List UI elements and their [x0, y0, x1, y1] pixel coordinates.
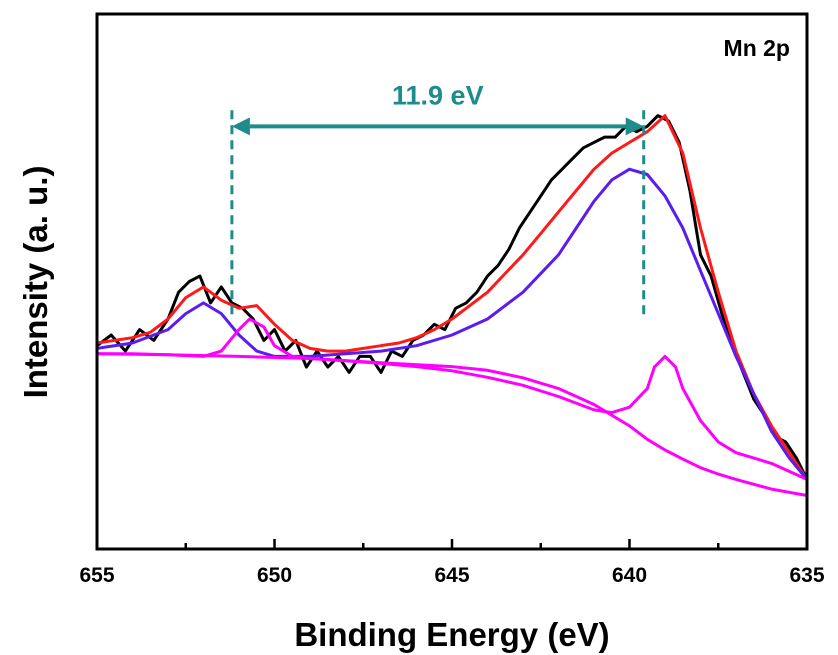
annotation-arrowhead-right — [625, 117, 644, 136]
corner-label: Mn 2p — [724, 35, 790, 61]
annotation-arrowhead-left — [231, 117, 250, 136]
x-tick-label: 655 — [79, 564, 114, 587]
annotation-layer: 11.9 eV — [230, 80, 646, 319]
x-tick-label: 640 — [612, 564, 647, 587]
x-axis-title: Binding Energy (eV) — [294, 616, 609, 653]
y-axis-title: Intensity (a. u.) — [17, 166, 54, 399]
series-layer — [95, 114, 809, 497]
series-background — [95, 352, 809, 497]
x-tick-label: 635 — [789, 564, 824, 587]
series-raw-data — [95, 114, 809, 481]
series-satellite-peak-fit — [95, 317, 809, 481]
series-envelope-fit — [95, 114, 809, 481]
x-tick-label: 645 — [434, 564, 469, 587]
annotation-text: 11.9 eV — [392, 80, 484, 110]
x-ticks: 655 650 645 640 635 — [79, 539, 825, 587]
x-tick-label: 650 — [257, 564, 292, 587]
series-main-peak-fit — [95, 167, 809, 481]
